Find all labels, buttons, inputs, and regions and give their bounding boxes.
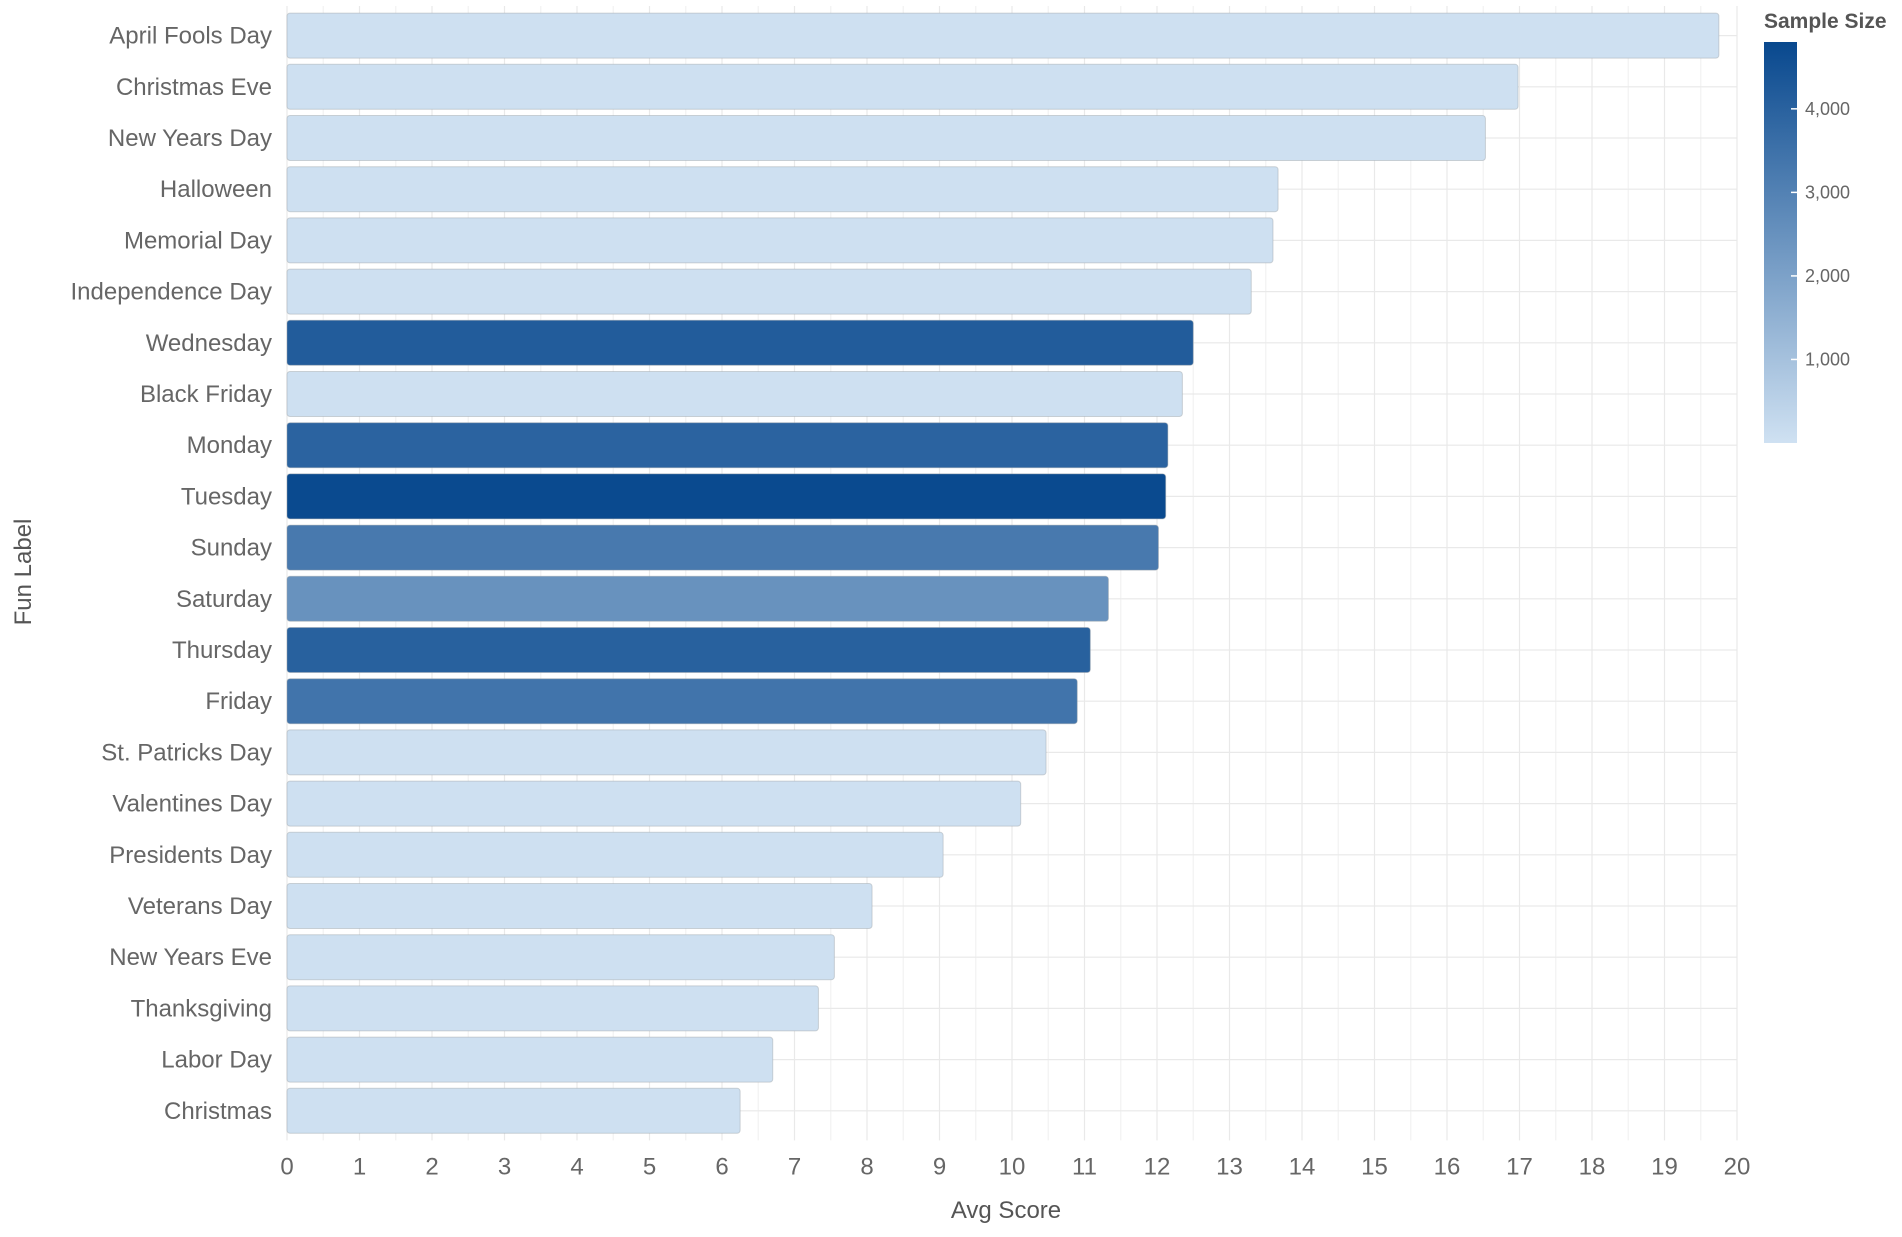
x-tick-label: 9 — [933, 1153, 946, 1180]
y-axis-title: Fun Label — [10, 519, 37, 626]
y-tick-label: Halloween — [160, 176, 272, 203]
y-tick-label: Friday — [205, 688, 272, 715]
y-tick-label: St. Patricks Day — [101, 739, 272, 766]
y-tick-label: Memorial Day — [124, 227, 272, 254]
y-tick-label: Wednesday — [146, 330, 272, 357]
y-tick-label: Black Friday — [140, 381, 272, 408]
bar[interactable] — [286, 371, 1183, 417]
x-tick-label: 10 — [999, 1153, 1026, 1180]
x-tick-label: 6 — [715, 1153, 728, 1180]
legend-tick-label: 4,000 — [1805, 99, 1850, 119]
y-tick-label: Saturday — [176, 586, 272, 613]
y-tick-label: Labor Day — [161, 1047, 272, 1074]
bar[interactable] — [286, 627, 1091, 673]
x-axis-tick-labels: 0 1 2 3 4 5 6 7 8 9 10 11 12 13 14 15 16 17 18 19 20 — [280, 1153, 1750, 1180]
x-axis-title: Avg Score — [951, 1197, 1061, 1224]
x-tick-label: 19 — [1651, 1153, 1678, 1180]
legend-tick-label: 3,000 — [1805, 182, 1850, 202]
x-tick-label: 5 — [643, 1153, 656, 1180]
y-tick-label: Valentines Day — [112, 791, 272, 818]
bar[interactable] — [286, 780, 1022, 827]
bar[interactable] — [286, 268, 1252, 315]
x-tick-label: 18 — [1579, 1153, 1606, 1180]
y-tick-label: Veterans Day — [128, 893, 272, 920]
bar[interactable] — [286, 115, 1486, 161]
color-legend: Sample Size 1,000 2,000 3,000 4,000 — [1764, 10, 1887, 443]
y-tick-label: New Years Eve — [109, 944, 272, 971]
y-tick-label: Christmas Eve — [116, 74, 272, 101]
x-tick-label: 11 — [1072, 1153, 1097, 1180]
x-tick-label: 4 — [570, 1153, 583, 1180]
bar[interactable] — [286, 1087, 741, 1134]
bar[interactable] — [286, 524, 1159, 571]
y-tick-label: Sunday — [191, 535, 272, 562]
x-tick-label: 7 — [788, 1153, 801, 1180]
bar[interactable] — [286, 934, 835, 981]
legend-tick-label: 2,000 — [1805, 266, 1850, 286]
y-tick-label: April Fools Day — [109, 23, 272, 50]
legend-tick-labels: 1,000 2,000 3,000 4,000 — [1791, 99, 1850, 369]
y-tick-label: Presidents Day — [109, 842, 272, 869]
x-tick-label: 15 — [1361, 1153, 1388, 1180]
legend-title: Sample Size — [1764, 10, 1887, 33]
y-tick-label: Independence Day — [71, 279, 273, 306]
y-tick-label: Monday — [187, 432, 272, 459]
bar[interactable] — [286, 729, 1047, 776]
x-tick-label: 3 — [498, 1153, 511, 1180]
y-tick-label: Thursday — [172, 637, 272, 664]
bar[interactable] — [286, 575, 1109, 622]
bar[interactable] — [286, 217, 1274, 264]
bar[interactable] — [286, 63, 1519, 110]
bar[interactable] — [286, 831, 944, 878]
bar[interactable] — [286, 473, 1167, 520]
x-tick-label: 12 — [1144, 1153, 1171, 1180]
y-axis-tick-labels: April Fools Day Christmas Eve New Years Da… — [71, 23, 273, 1125]
x-tick-label: 16 — [1434, 1153, 1461, 1180]
bar[interactable] — [286, 12, 1720, 59]
x-tick-label: 14 — [1289, 1153, 1316, 1180]
x-tick-label: 8 — [860, 1153, 873, 1180]
bar[interactable] — [286, 883, 873, 929]
legend-tick-label: 1,000 — [1805, 349, 1850, 369]
x-tick-label: 20 — [1724, 1153, 1751, 1180]
x-tick-label: 1 — [353, 1153, 366, 1180]
x-tick-label: 17 — [1506, 1153, 1533, 1180]
x-tick-label: 0 — [280, 1153, 293, 1180]
x-tick-label: 2 — [425, 1153, 438, 1180]
y-tick-label: Thanksgiving — [131, 995, 272, 1022]
y-tick-label: New Years Day — [108, 125, 272, 152]
x-tick-label: 13 — [1216, 1153, 1243, 1180]
bar[interactable] — [286, 166, 1279, 213]
bar[interactable] — [286, 319, 1194, 366]
bar[interactable] — [286, 985, 819, 1032]
y-tick-label: Tuesday — [181, 483, 272, 510]
y-tick-label: Christmas — [164, 1098, 272, 1125]
bar[interactable] — [286, 1036, 774, 1083]
bars — [286, 12, 1720, 1134]
bar[interactable] — [286, 678, 1078, 725]
bar[interactable] — [286, 422, 1169, 469]
legend-color-bar — [1764, 42, 1797, 443]
